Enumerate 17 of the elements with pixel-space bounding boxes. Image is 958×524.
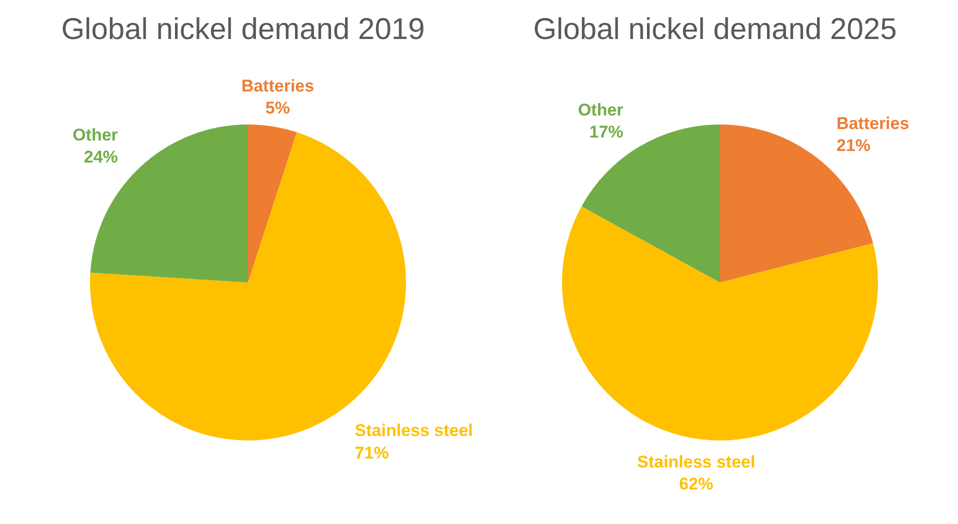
data-label: 24% <box>84 148 118 167</box>
data-label: 62% <box>679 474 714 494</box>
chart-title: Global nickel demand 2025 <box>532 12 898 48</box>
pie-slice <box>562 206 878 440</box>
slice-label: Batteries <box>836 114 910 133</box>
slice-label: Stainless steel <box>637 452 756 472</box>
slice-label: Stainless steel <box>354 421 473 440</box>
data-label: 71% <box>354 443 389 462</box>
pie-slice <box>582 124 720 282</box>
slice-label: Other <box>578 100 624 120</box>
chart-title: Global nickel demand 2019 <box>60 12 426 48</box>
slice-label: Batteries <box>241 76 314 96</box>
slice-label: Other <box>72 126 118 145</box>
pie-slice <box>248 124 297 282</box>
data-label: 21% <box>836 136 870 156</box>
data-label: 17% <box>589 122 624 142</box>
data-label: 5% <box>265 98 290 118</box>
